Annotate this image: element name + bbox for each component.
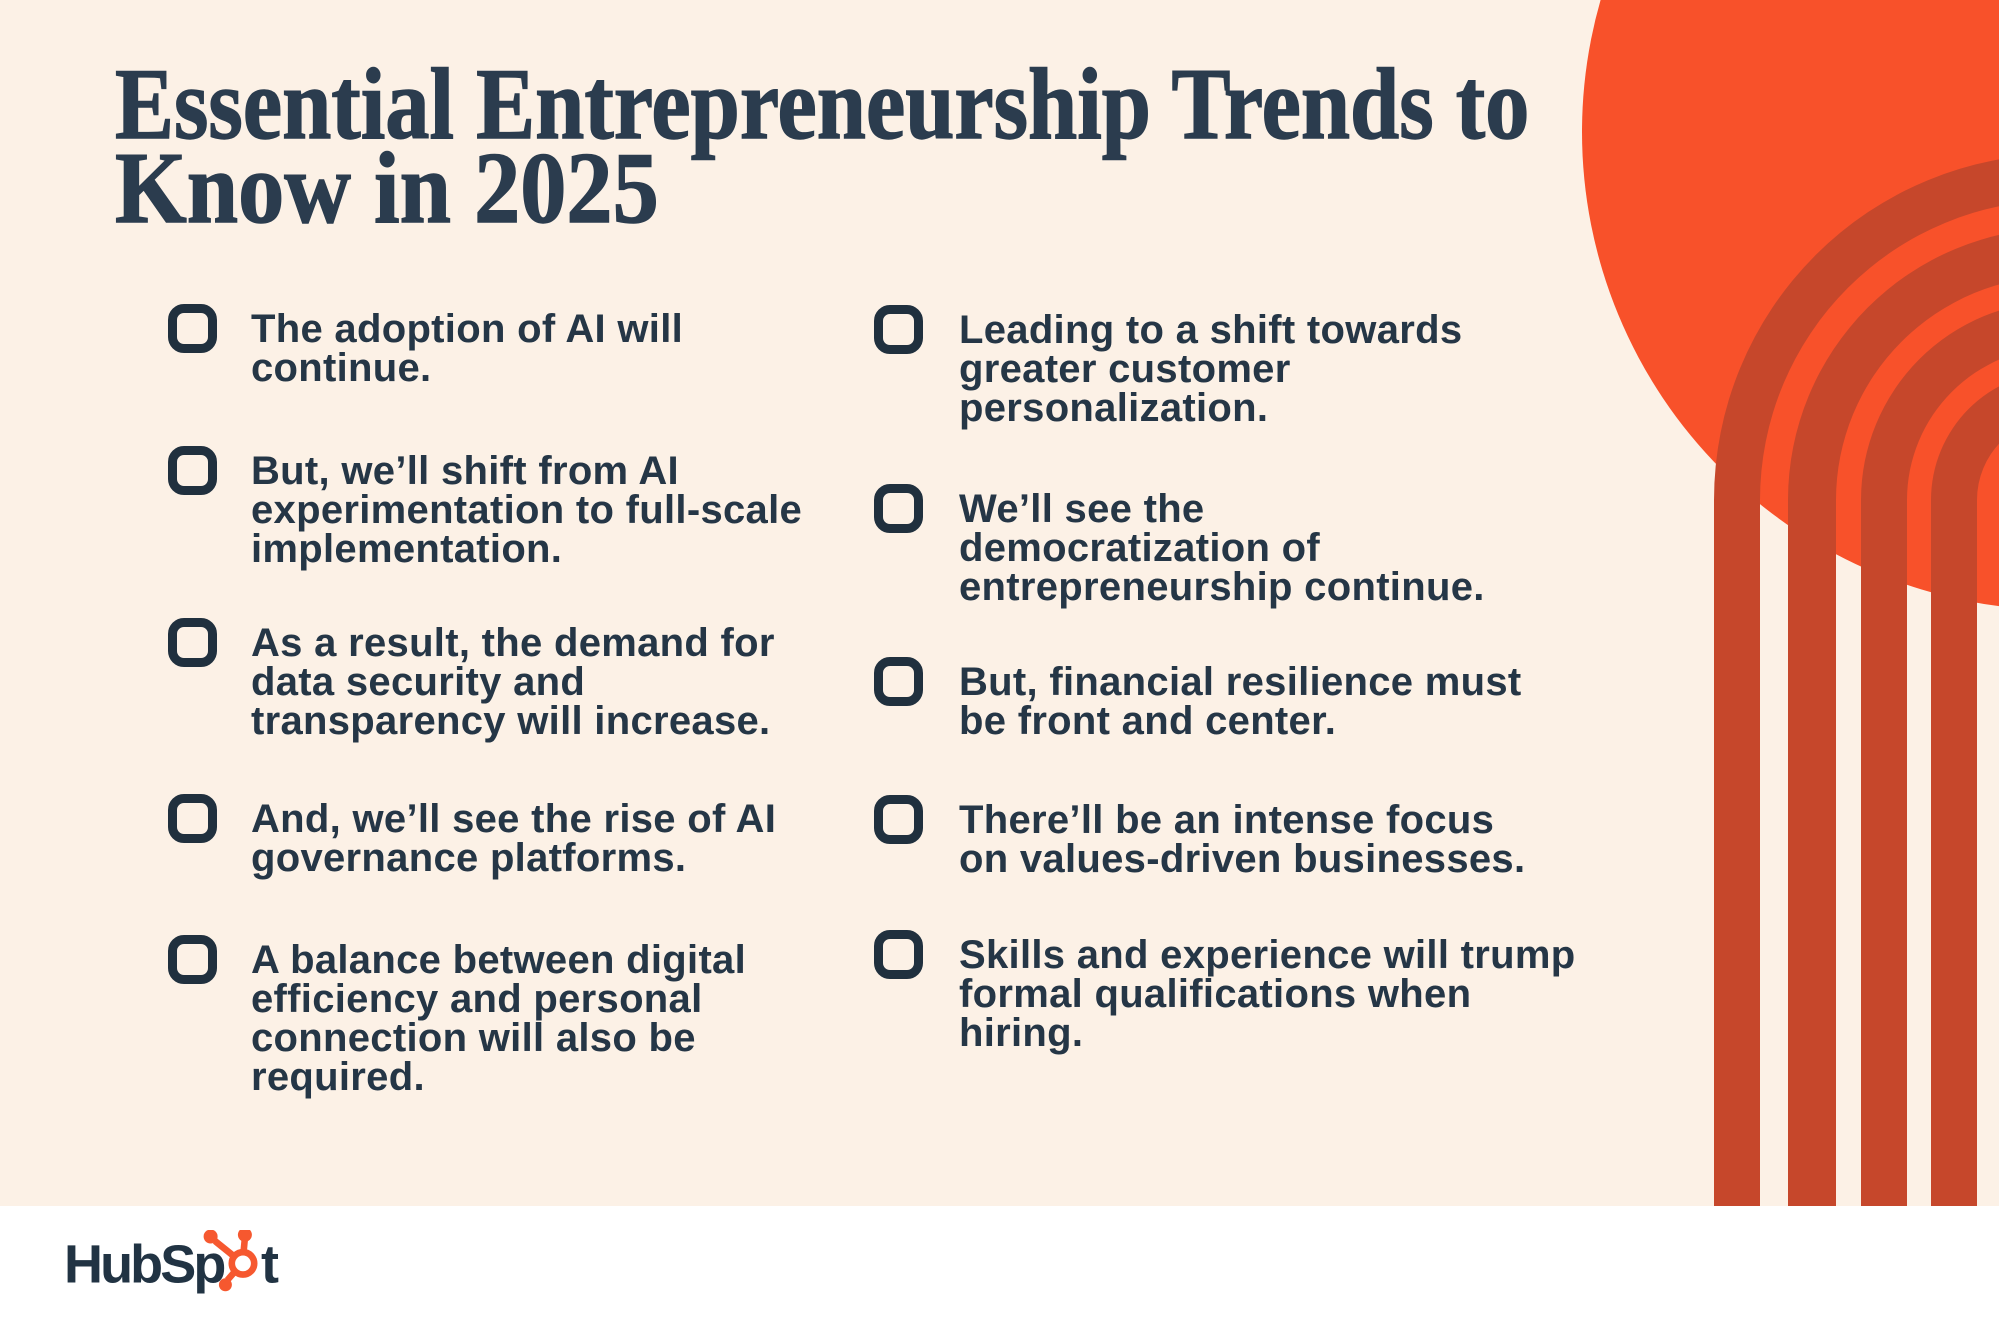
svg-text:t: t — [261, 1234, 279, 1294]
svg-text:HubSp: HubSp — [64, 1234, 224, 1294]
